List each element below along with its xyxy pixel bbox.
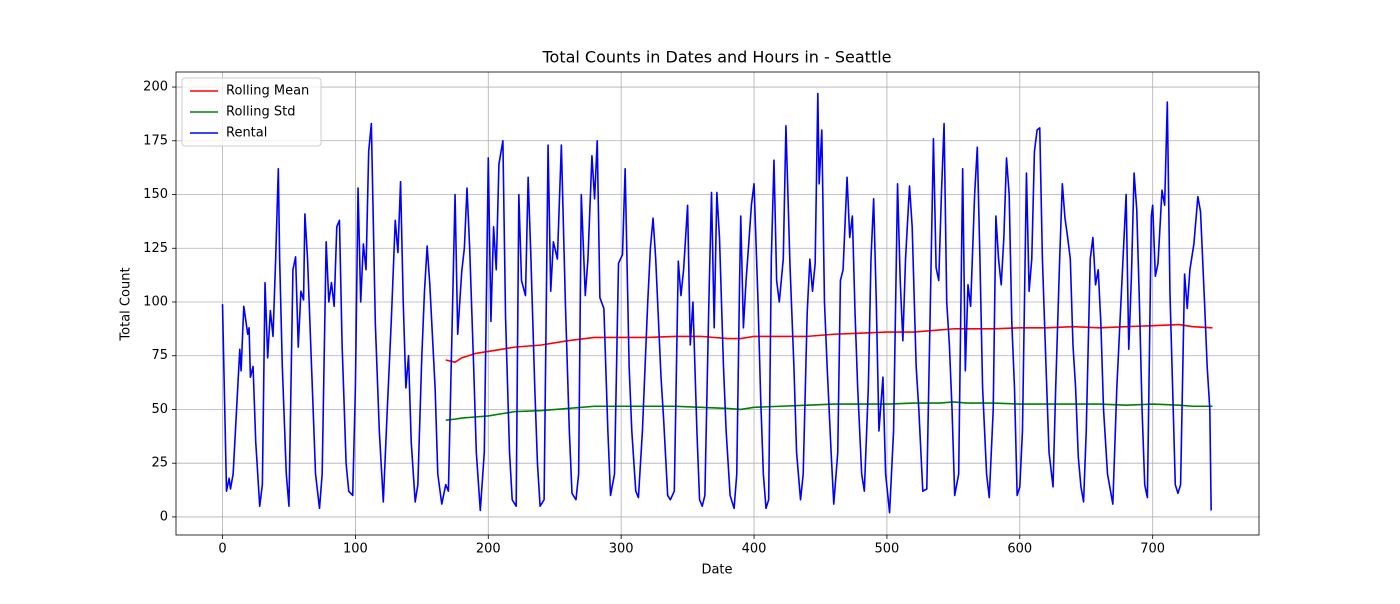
y-tick-label: 75 [151,348,168,363]
y-tick-label: 200 [143,80,168,95]
data-line [445,323,1213,363]
plot-lines [221,92,1213,514]
x-axis-label: Date [701,563,732,578]
x-tick-label: 200 [476,542,501,557]
y-tick-label: 175 [143,133,168,148]
y-tick-label: 150 [143,187,168,202]
x-tick-label: 300 [609,542,634,557]
legend-label: Rental [226,126,267,141]
x-tick-label: 500 [875,542,900,557]
x-tick-label: 700 [1140,542,1165,557]
legend-label: Rolling Mean [226,84,309,99]
x-tick-label: 600 [1007,542,1032,557]
y-axis-label: Total Count [119,267,134,341]
y-tick-label: 100 [143,294,168,309]
y-tick-label: 25 [151,456,168,471]
plot-frame [175,71,1260,536]
legend-box [181,77,322,147]
x-tick-label: 0 [218,542,226,557]
x-tick-label: 400 [742,542,767,557]
y-tick-label: 125 [143,241,168,256]
y-tick-label: 50 [151,402,168,417]
legend-label: Rolling Std [226,105,295,120]
y-tick-label: 0 [160,509,168,524]
data-line [445,401,1213,422]
legend: Rolling Mean Rolling Std Rental [181,77,322,147]
x-tick-label: 100 [343,542,368,557]
chart-title: Total Counts in Dates and Hours in - Sea… [541,48,891,67]
data-line [221,92,1212,514]
